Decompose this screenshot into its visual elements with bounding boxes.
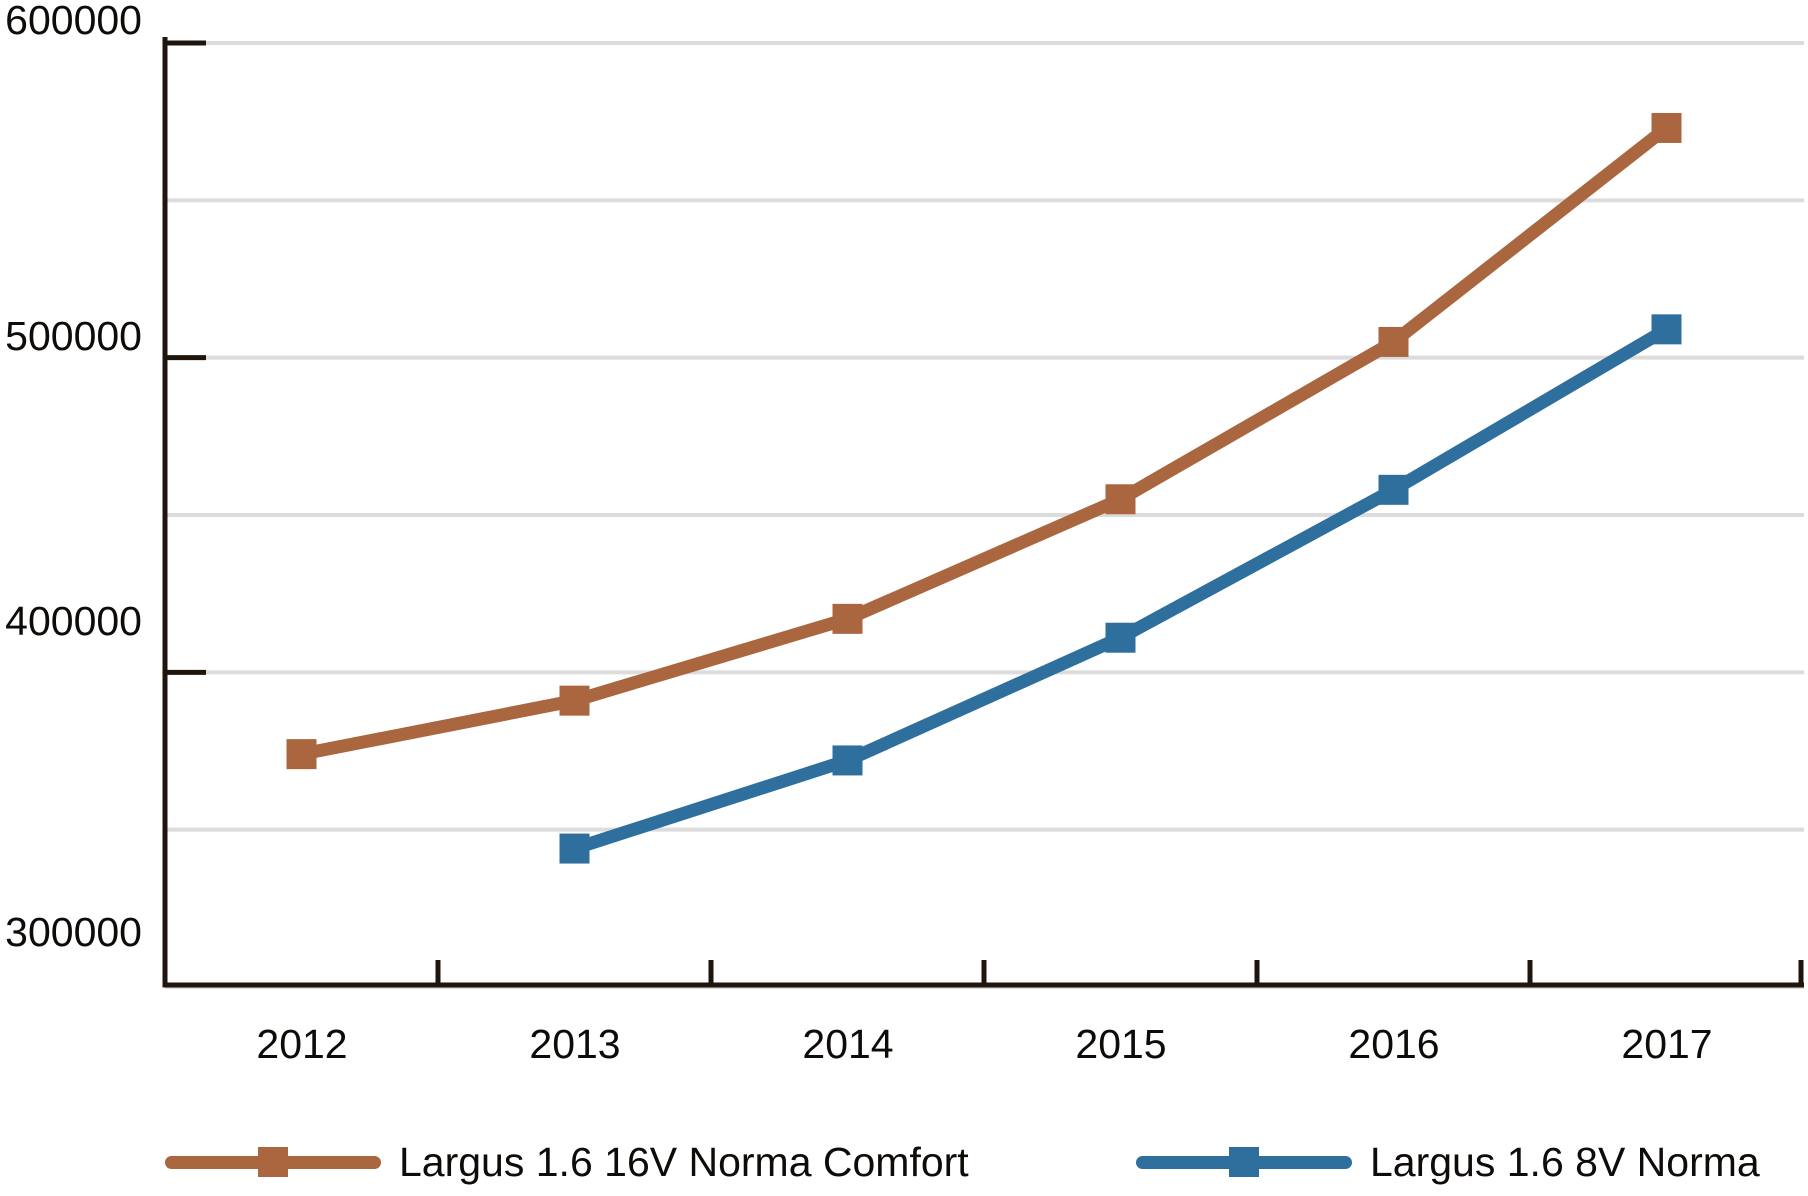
x-axis-label-2014: 2014 [802, 1021, 894, 1067]
legend-label: Largus 1.6 8V Norma [1370, 1138, 1760, 1185]
legend-square-marker [258, 1147, 288, 1177]
x-axis-label-2017: 2017 [1621, 1021, 1713, 1067]
data-point-0-2012 [286, 739, 317, 770]
data-point-1-2017 [1651, 314, 1682, 345]
y-axis-label-300000: 300000 [5, 909, 142, 955]
data-point-0-2015 [1105, 484, 1136, 515]
y-axis-label-600000: 600000 [5, 0, 142, 43]
data-point-1-2014 [832, 745, 863, 776]
data-point-0-2014 [832, 603, 863, 634]
series-line-0 [300, 122, 1671, 761]
legend-line-sample [165, 1147, 381, 1177]
x-axis-label-2015: 2015 [1075, 1021, 1167, 1067]
data-point-1-2013 [559, 833, 590, 864]
data-point-1-2016 [1378, 474, 1409, 505]
legend-item-16v-norma-comfort: Largus 1.6 16V Norma Comfort [165, 1132, 969, 1192]
x-axis-label-2016: 2016 [1348, 1021, 1440, 1067]
legend-line-sample [1136, 1147, 1352, 1177]
x-axis-label-2013: 2013 [529, 1021, 621, 1067]
data-point-1-2015 [1105, 622, 1136, 653]
y-axis-label-400000: 400000 [5, 598, 142, 644]
series-line-1 [572, 323, 1670, 855]
legend-item-8v-norma: Largus 1.6 8V Norma [1136, 1132, 1760, 1192]
data-point-0-2016 [1378, 326, 1409, 357]
y-axis-label-500000: 500000 [5, 313, 142, 359]
x-axis-label-2012: 2012 [256, 1021, 348, 1067]
data-point-0-2017 [1651, 112, 1682, 143]
legend-square-marker [1229, 1147, 1259, 1177]
data-point-0-2013 [559, 685, 590, 716]
legend-label: Largus 1.6 16V Norma Comfort [399, 1138, 969, 1185]
